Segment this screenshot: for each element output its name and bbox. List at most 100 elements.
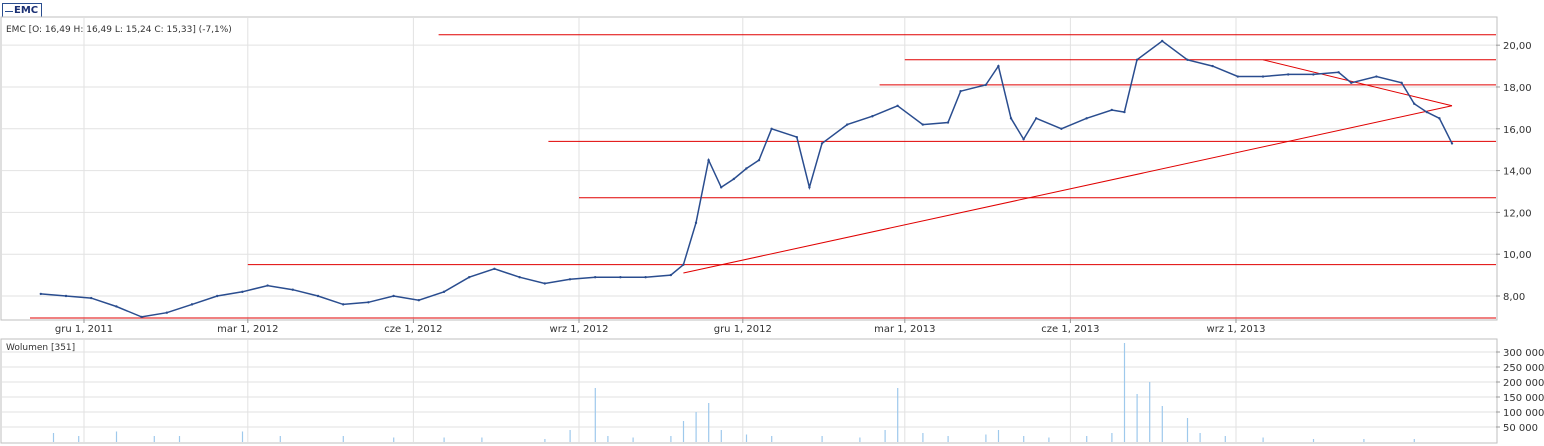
volume-bar: [78, 436, 80, 442]
price-point: [442, 290, 446, 294]
x-tick-label: gru 1, 2011: [55, 324, 113, 335]
volume-grid: [2, 340, 1496, 442]
price-point: [871, 115, 874, 118]
price-point: [417, 298, 420, 302]
price-point: [1009, 117, 1013, 120]
volume-bar: [1413, 439, 1415, 442]
price-info-text: EMC [O: 16,49 H: 16,49 L: 15,24 C: 15,33…: [6, 25, 232, 35]
price-point: [241, 290, 244, 294]
volume-bar: [997, 430, 1000, 442]
volume-bar: [481, 437, 483, 442]
price-point: [921, 123, 924, 126]
price-point: [392, 294, 395, 298]
price-point: [1123, 110, 1126, 114]
price-y-tick-label: 8,00: [1503, 292, 1525, 303]
volume-bar: [544, 439, 546, 442]
price-point: [518, 275, 521, 279]
volume-bar: [607, 436, 609, 442]
volume-bar: [821, 436, 823, 442]
volume-bar: [1023, 436, 1025, 442]
price-point: [1110, 108, 1114, 112]
price-y-tick-label: 18,00: [1503, 83, 1532, 94]
price-point: [1450, 142, 1454, 145]
x-tick-label: wrz 1, 2012: [550, 324, 609, 335]
x-tick-label: mar 1, 2012: [217, 324, 278, 335]
price-point: [1337, 71, 1340, 74]
volume-bar: [682, 421, 685, 442]
price-point: [1161, 39, 1164, 43]
price-point: [342, 303, 345, 306]
volume-bar: [279, 436, 281, 442]
price-point: [1261, 75, 1265, 78]
price-y-tick-label: 16,00: [1503, 125, 1532, 136]
price-point: [1350, 81, 1353, 84]
price-point: [90, 296, 93, 300]
x-tick-label: gru 1, 2012: [714, 324, 772, 335]
price-point: [732, 177, 735, 181]
price-point: [682, 263, 685, 266]
volume-bar: [1086, 436, 1088, 442]
volume-bar: [443, 437, 445, 442]
price-point: [543, 282, 546, 285]
volume-bar: [720, 430, 722, 442]
price-point: [1022, 138, 1025, 141]
volume-y-tick-label: 150 000: [1503, 393, 1544, 404]
volume-bar: [153, 436, 155, 442]
price-point: [896, 104, 899, 107]
price-point: [140, 315, 143, 319]
volume-bar: [884, 430, 886, 442]
trend-line: [1262, 59, 1453, 107]
volume-bar: [670, 436, 672, 442]
price-point: [1413, 102, 1416, 105]
volume-bar: [985, 434, 987, 442]
volume-panel: [0, 338, 1498, 444]
price-point: [1425, 110, 1429, 114]
volume-bar: [1111, 433, 1113, 442]
price-point: [1236, 75, 1240, 78]
volume-bar: [342, 436, 344, 442]
volume-bar: [1161, 406, 1163, 442]
volume-y-tick-label: 50 000: [1503, 423, 1538, 434]
price-y-tick-label: 20,00: [1503, 41, 1532, 52]
price-point: [959, 89, 962, 93]
volume-info-text: Wolumen [351]: [6, 343, 75, 353]
volume-bar: [393, 437, 395, 442]
price-point: [820, 142, 824, 145]
price-point: [808, 186, 811, 189]
x-tick-label: cze 1, 2013: [1041, 324, 1099, 335]
price-point: [707, 158, 710, 162]
price-point: [1312, 73, 1315, 76]
volume-bars: [52, 343, 1415, 442]
x-tick-label: cze 1, 2012: [384, 324, 442, 335]
volume-bar: [922, 433, 924, 442]
volume-y-tick-label: 250 000: [1503, 363, 1544, 374]
volume-bar: [178, 436, 181, 442]
price-point: [1035, 117, 1038, 120]
price-point: [493, 267, 496, 271]
volume-y-tick-label: 200 000: [1503, 378, 1544, 389]
volume-bar: [897, 388, 899, 442]
volume-bar: [1149, 382, 1151, 442]
volume-bar: [771, 436, 773, 442]
x-tick-label: mar 1, 2013: [874, 324, 935, 335]
legend-label: EMC: [14, 5, 39, 16]
price-point: [745, 167, 748, 170]
price-point: [1135, 58, 1139, 62]
price-point: [997, 64, 1000, 68]
price-line: [40, 40, 1453, 318]
volume-bar: [1199, 433, 1201, 442]
volume-bar: [947, 436, 949, 442]
price-point: [1287, 73, 1290, 76]
price-point: [694, 221, 698, 225]
price-point: [1085, 117, 1088, 120]
volume-bar: [695, 412, 697, 442]
price-y-tick-label: 10,00: [1503, 250, 1532, 261]
price-point: [795, 135, 798, 139]
price-point: [984, 83, 987, 87]
volume-bar: [1262, 437, 1264, 442]
volume-bar: [1186, 418, 1189, 442]
volume-bar: [708, 403, 710, 442]
price-point: [720, 186, 723, 189]
price-point: [115, 305, 118, 308]
